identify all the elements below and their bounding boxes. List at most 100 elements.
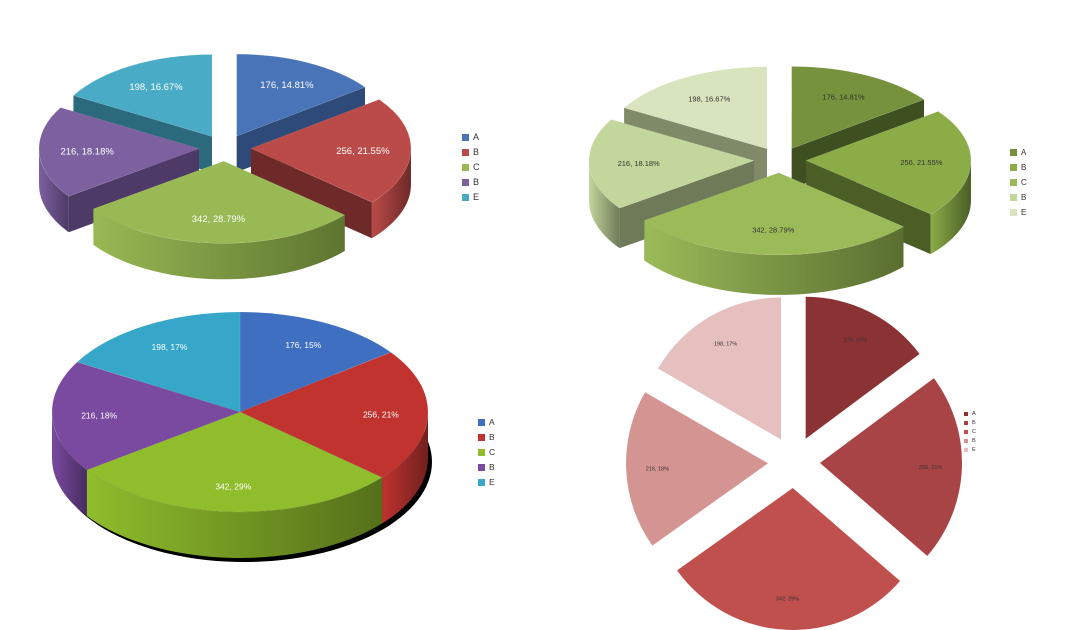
- pie-chart-3: 176, 15% 256, 21% 342, 29% 216, 18% 198, 17%…: [51, 311, 495, 562]
- pie-slice-b-2: [239, 351, 429, 478]
- legend-swatch: [964, 430, 968, 434]
- legend-swatch: [964, 448, 968, 452]
- legend-label: C: [489, 447, 495, 457]
- data-label: 342, 28.79%: [192, 214, 246, 225]
- data-label: 176, 15%: [285, 340, 321, 350]
- legend-swatch: [1010, 179, 1017, 186]
- legend-swatch: [1010, 209, 1017, 216]
- pie-slice-b-4: [626, 392, 769, 546]
- legend-swatch: [478, 479, 485, 486]
- pie-slice-c-3: [92, 160, 346, 244]
- pie-slice-side: [93, 208, 345, 280]
- pie-slice-side: [382, 412, 428, 524]
- data-labels: 176, 14.81% 256, 21.55% 342, 28.79% 216, 18…: [618, 93, 943, 235]
- pie-slice-e-5: [72, 54, 213, 137]
- legend-swatch: [1010, 194, 1017, 201]
- legend-label: A: [972, 411, 976, 417]
- data-label: 176, 14.81%: [822, 93, 864, 102]
- pie-slice-b-4: [38, 107, 200, 197]
- data-label: 256, 21%: [363, 410, 399, 420]
- pie-slice-side: [52, 412, 87, 517]
- data-label: 256, 21%: [919, 465, 942, 471]
- pie-slice-b-4: [51, 361, 241, 471]
- legend-swatch: [478, 464, 485, 471]
- legend-swatch: [462, 134, 469, 141]
- legend-label: C: [1021, 178, 1027, 187]
- legend-label: B: [972, 438, 976, 444]
- legend-swatch: [462, 179, 469, 186]
- pie-sides: [52, 412, 428, 558]
- data-label: 216, 18.18%: [618, 159, 660, 168]
- legend-label: B: [473, 147, 479, 157]
- legend-label: E: [489, 477, 495, 487]
- pie-slice-a-1: [791, 66, 925, 149]
- data-label: 198, 16.67%: [688, 95, 730, 104]
- pie-chart-4: 176, 15% 256, 21% 342, 29% 216, 18% 198, 17%…: [626, 296, 976, 630]
- legend-swatch: [964, 439, 968, 443]
- pie-slice-b-2: [805, 111, 972, 215]
- data-label: 256, 21.55%: [336, 146, 390, 157]
- legend-label: E: [1021, 208, 1026, 217]
- data-label: 216, 18%: [646, 466, 669, 472]
- pie-chart-1: 176, 14.81% 256, 21.55% 342, 28.79% 216, 18…: [38, 53, 480, 280]
- legend-label: A: [489, 417, 495, 427]
- data-label: 342, 28.79%: [752, 226, 794, 235]
- legend-label: B: [1021, 193, 1026, 202]
- pie-slice-c-3: [643, 172, 905, 256]
- pie-slices: [626, 296, 962, 630]
- data-label: 342, 29%: [776, 596, 799, 602]
- pie-slice-side: [644, 220, 904, 295]
- pie-slice-side: [589, 160, 620, 249]
- pie-slice-e-5: [623, 66, 768, 150]
- pie-slice-b-2: [250, 99, 412, 203]
- data-label: 198, 17%: [152, 342, 188, 352]
- data-label: 216, 18%: [81, 410, 117, 420]
- legend-label: B: [1021, 163, 1026, 172]
- pie-slice-side: [86, 470, 383, 558]
- legend-swatch: [478, 419, 485, 426]
- legend-label: E: [972, 447, 976, 453]
- data-label: 198, 17%: [714, 341, 737, 347]
- data-labels: 176, 15% 256, 21% 342, 29% 216, 18% 198, 17%: [646, 338, 943, 603]
- pie-slice-side: [39, 148, 69, 233]
- pie-slice-side: [371, 148, 411, 239]
- legend-swatch: [478, 434, 485, 441]
- data-label: 176, 15%: [844, 338, 867, 344]
- pie-slice-a-1: [236, 53, 366, 137]
- data-label: 342, 29%: [215, 482, 251, 492]
- legend-label: B: [473, 177, 479, 187]
- data-label: 176, 14.81%: [260, 80, 314, 91]
- pie-slice-a-1: [805, 296, 920, 439]
- pie-slice-e-5: [658, 297, 781, 440]
- data-labels: 176, 14.81% 256, 21.55% 342, 28.79% 216, 18…: [60, 80, 390, 225]
- legend-swatch: [478, 449, 485, 456]
- legend-swatch: [964, 421, 968, 425]
- legend-label: A: [473, 132, 479, 142]
- pie-slices: [38, 53, 412, 244]
- legend-label: B: [489, 462, 495, 472]
- legend-label: B: [489, 432, 495, 442]
- legend-swatch: [1010, 149, 1017, 156]
- data-label: 256, 21.55%: [900, 158, 942, 167]
- legend-swatch: [462, 194, 469, 201]
- legend-swatch: [1010, 164, 1017, 171]
- legend-swatch: [462, 149, 469, 156]
- data-label: 198, 16.67%: [129, 82, 183, 93]
- legend-label: C: [972, 429, 976, 435]
- pie-slice-c-3: [86, 411, 383, 513]
- legend-swatch: [462, 164, 469, 171]
- legend-label: E: [473, 192, 479, 202]
- legend-swatch: [964, 412, 968, 416]
- pie-slice-c-3: [677, 487, 901, 630]
- legend-label: A: [1021, 148, 1027, 157]
- data-label: 216, 18.18%: [60, 147, 114, 158]
- pie-slice-b-4: [588, 119, 756, 209]
- legend-label: C: [473, 162, 480, 172]
- pie-slices: [588, 66, 972, 256]
- pie-slice-a-1: [239, 311, 392, 413]
